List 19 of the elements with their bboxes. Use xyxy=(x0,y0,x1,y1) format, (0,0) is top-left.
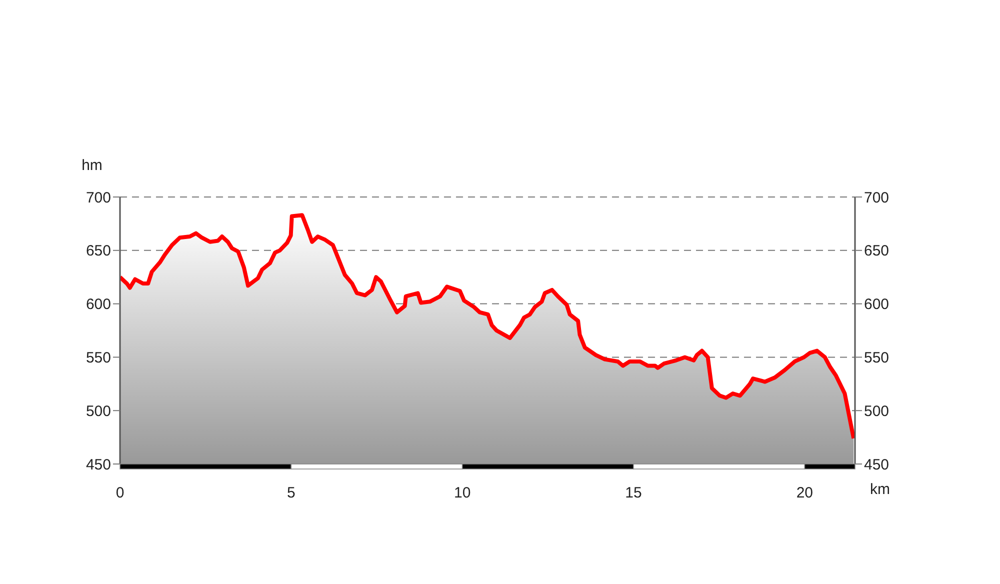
y2-tick-label: 500 xyxy=(864,402,890,420)
x-tick-label: 0 xyxy=(116,484,124,502)
y2-tick-label: 550 xyxy=(864,350,890,367)
y-tick-label: 500 xyxy=(86,402,111,420)
y-tick-label: 450 xyxy=(86,456,111,474)
x-tick-label: 5 xyxy=(286,484,296,502)
x-axis-title: km xyxy=(870,481,890,498)
y2-tick-label: 700 xyxy=(864,189,890,206)
x-tick-label: 15 xyxy=(625,484,642,502)
y-tick-label: 650 xyxy=(86,242,111,260)
x-tick-label: 20 xyxy=(796,484,814,502)
y2-tick-label: 650 xyxy=(864,242,890,260)
y-tick-label: 700 xyxy=(86,189,111,206)
y2-tick-label: 450 xyxy=(864,456,890,474)
x-tick-label: 10 xyxy=(454,484,471,502)
y-tick-label: 550 xyxy=(86,350,111,367)
y-tick-label: 600 xyxy=(86,296,111,314)
y2-tick-label: 600 xyxy=(864,296,890,314)
y-axis-title: hm xyxy=(82,157,102,174)
